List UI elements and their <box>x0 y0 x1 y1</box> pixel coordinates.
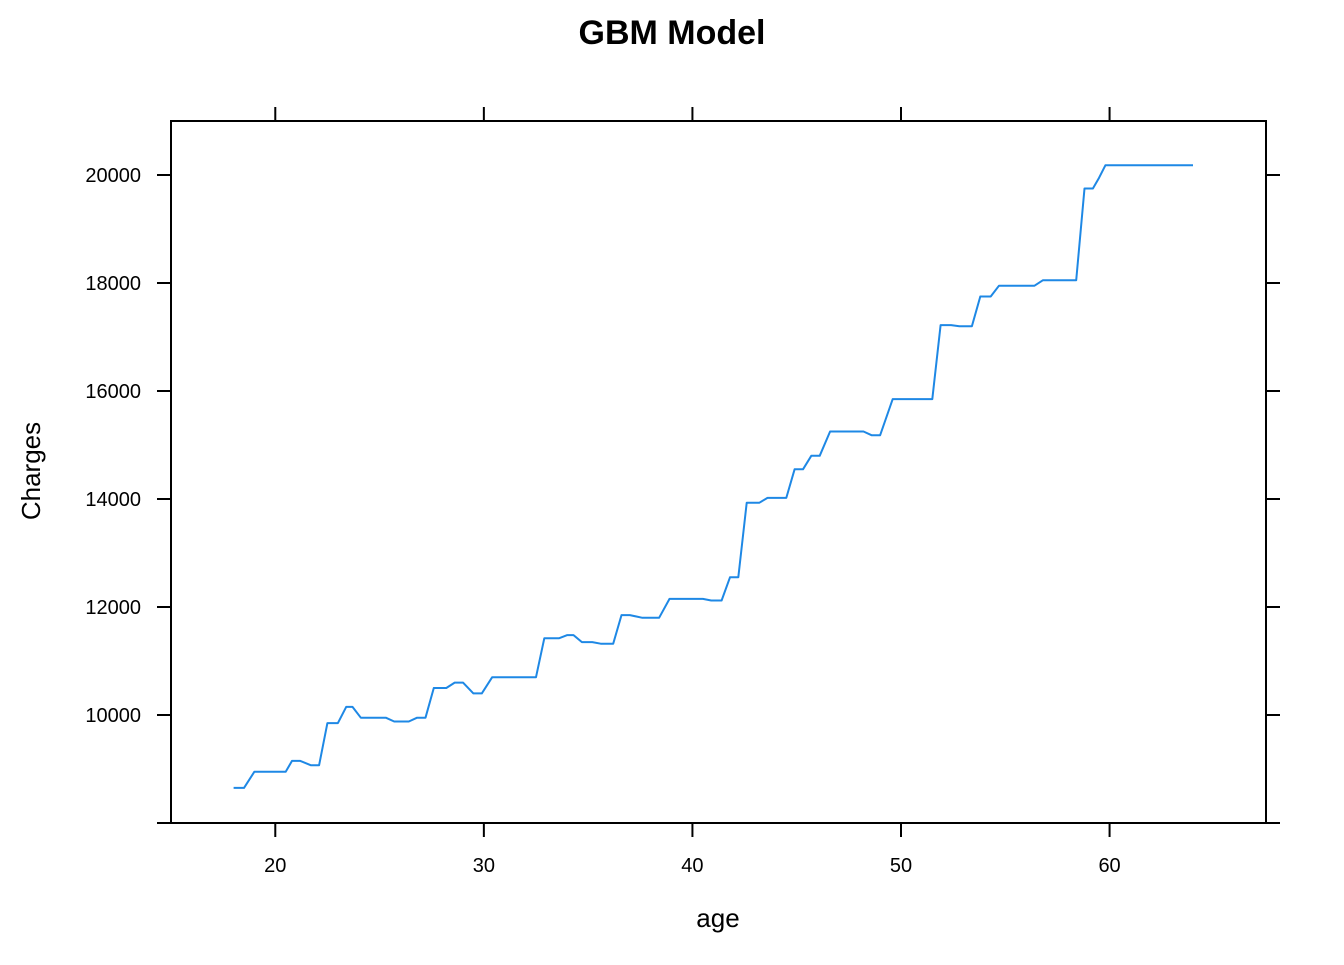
y-tick-label: 18000 <box>85 273 141 295</box>
y-tick-label: 16000 <box>85 381 141 403</box>
x-axis-label: age <box>696 903 739 933</box>
x-tick-label: 60 <box>1098 855 1120 877</box>
x-tick-label: 50 <box>890 855 912 877</box>
y-axis: 10000 12000 14000 16000 18000 20000 <box>85 165 1280 824</box>
chart-title: GBM Model <box>579 14 766 52</box>
y-axis-label: Charges <box>16 422 46 520</box>
plot-frame <box>170 120 1267 824</box>
x-tick-label: 20 <box>264 855 286 877</box>
y-tick-label: 14000 <box>85 489 141 511</box>
x-tick-label: 30 <box>473 855 495 877</box>
series-layer <box>233 164 1193 789</box>
y-tick-label: 10000 <box>85 705 141 727</box>
series-line-0 <box>233 164 1193 789</box>
y-tick-label: 12000 <box>85 597 141 619</box>
x-tick-label: 40 <box>681 855 703 877</box>
x-axis: 20 30 40 50 60 <box>264 107 1121 877</box>
y-tick-label: 20000 <box>85 165 141 187</box>
